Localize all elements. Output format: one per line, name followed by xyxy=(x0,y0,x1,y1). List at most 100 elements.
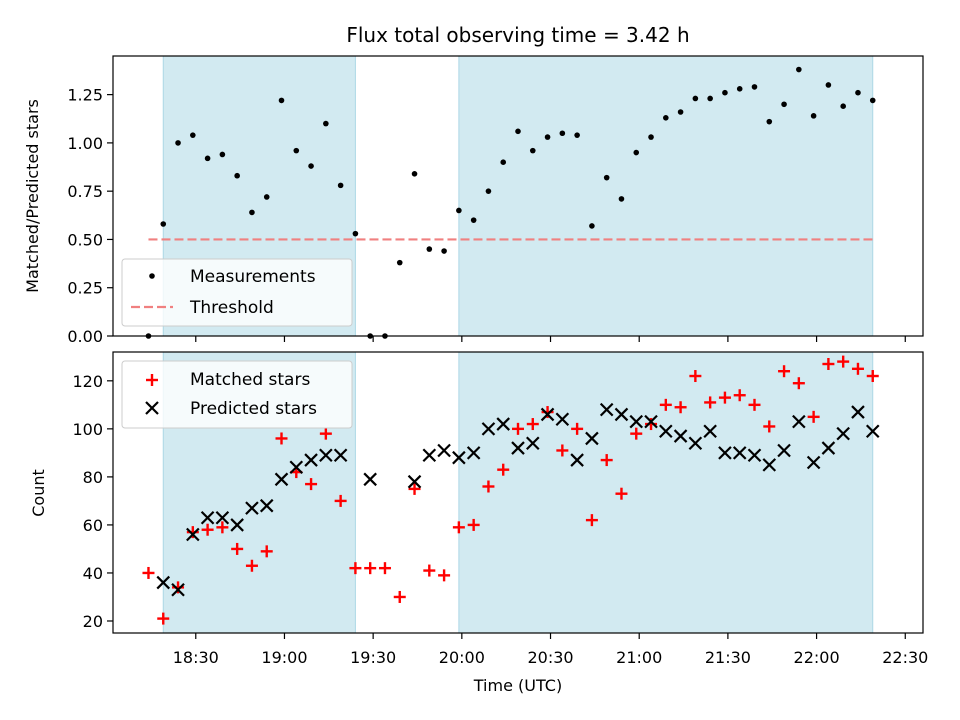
predicted-star-point xyxy=(806,455,821,470)
predicted-star-point xyxy=(245,501,259,515)
matched-star-point xyxy=(689,370,702,383)
predicted-star-point xyxy=(732,446,747,460)
measurement-point xyxy=(219,151,226,158)
legend-measurements-marker xyxy=(149,273,155,279)
matched-star-point xyxy=(408,482,421,495)
predicted-star-point xyxy=(599,402,614,417)
predicted-star-point xyxy=(614,407,629,422)
y-tick-label: 1.00 xyxy=(67,134,103,153)
measurement-point xyxy=(263,194,270,200)
measurement-point xyxy=(411,170,418,177)
matched-star-point xyxy=(275,432,288,445)
measurement-point xyxy=(278,97,285,104)
predicted-star-point xyxy=(851,405,865,419)
predicted-star-point xyxy=(673,429,688,443)
matched-star-point xyxy=(334,494,347,507)
measurement-point xyxy=(574,132,580,138)
matched-star-point xyxy=(792,377,805,390)
predicted-star-point xyxy=(363,472,377,487)
predicted-star-point xyxy=(540,407,555,422)
measurement-point xyxy=(544,134,551,140)
x-tick-label: 21:00 xyxy=(616,648,662,667)
matched-star-point xyxy=(378,562,391,575)
y-tick-label: 0.75 xyxy=(67,182,103,201)
top-axes-frame xyxy=(112,55,924,337)
measurement-point xyxy=(869,97,876,104)
measurement-point xyxy=(337,182,344,189)
predicted-star-point xyxy=(407,474,422,489)
predicted-star-point xyxy=(171,582,185,597)
matched-star-point xyxy=(556,444,569,457)
measurement-point xyxy=(175,140,181,146)
matched-star-point xyxy=(364,562,377,575)
predicted-star-point xyxy=(289,460,304,475)
matched-star-point xyxy=(157,612,170,625)
measurement-point xyxy=(603,174,610,181)
matched-star-point xyxy=(497,463,510,476)
predicted-star-point xyxy=(718,446,732,460)
matched-star-point xyxy=(512,422,524,435)
measurement-point xyxy=(515,128,521,135)
predicted-star-point xyxy=(644,414,658,429)
matched-star-point xyxy=(630,427,643,440)
measurement-point xyxy=(707,95,713,102)
bottom-axes-frame xyxy=(112,351,924,634)
matched-star-point xyxy=(260,545,273,558)
predicted-star-point xyxy=(821,441,836,455)
predicted-star-point xyxy=(762,458,777,472)
measurement-point xyxy=(441,248,447,254)
predicted-star-point xyxy=(688,436,703,451)
bottom-legend: Matched stars Predicted stars xyxy=(121,360,353,429)
x-tick-label: 20:30 xyxy=(527,648,573,667)
measurement-point xyxy=(249,209,255,216)
matched-star-point xyxy=(866,370,879,383)
measurement-point xyxy=(308,163,314,169)
x-tick-label: 22:00 xyxy=(794,648,840,667)
measurement-point xyxy=(456,207,462,214)
predicted-star-point xyxy=(659,424,673,439)
x-tick-label: 19:00 xyxy=(261,648,307,667)
matched-star-point xyxy=(837,355,850,368)
chart-title: Flux total observing time = 3.42 h xyxy=(346,23,689,47)
measurement-point xyxy=(470,217,477,223)
y-tick-label: 40 xyxy=(83,564,103,583)
y-tick-label: 80 xyxy=(83,468,103,487)
matched-star-point xyxy=(319,427,332,440)
shaded-interval xyxy=(458,351,874,634)
matched-star-point xyxy=(201,523,214,536)
predicted-star-point xyxy=(865,424,880,439)
matched-star-point xyxy=(482,480,495,493)
matched-star-point xyxy=(541,406,554,419)
y-tick-label: 1.25 xyxy=(67,86,103,105)
predicted-star-point xyxy=(496,417,510,431)
predicted-star-point xyxy=(215,510,230,525)
measurement-point xyxy=(751,84,758,90)
predicted-star-point xyxy=(792,414,806,429)
matched-star-point xyxy=(748,398,761,411)
x-tick-label: 22:30 xyxy=(882,648,928,667)
matched-star-point xyxy=(142,566,155,579)
matched-star-point xyxy=(467,518,480,531)
matched-star-point xyxy=(778,365,791,378)
measurement-point xyxy=(677,109,684,115)
y-tick-label: 0.25 xyxy=(67,279,103,298)
measurement-point xyxy=(396,259,403,266)
predicted-star-point xyxy=(555,412,570,427)
measurement-point xyxy=(529,147,536,154)
predicted-star-point xyxy=(230,518,244,532)
predicted-star-point xyxy=(481,422,496,436)
matched-star-point xyxy=(851,362,864,375)
matched-star-point xyxy=(659,398,672,411)
predicted-star-point xyxy=(304,453,318,467)
matched-star-point xyxy=(571,422,584,435)
y-tick-label: 100 xyxy=(72,420,103,439)
matched-star-point xyxy=(822,358,835,371)
matched-star-point xyxy=(615,487,628,500)
measurement-point xyxy=(633,149,640,156)
y-tick-label: 0.00 xyxy=(67,327,103,346)
measurement-point xyxy=(663,114,669,121)
top-legend: Measurements Threshold xyxy=(121,258,353,327)
predicted-star-point xyxy=(452,450,466,465)
measurement-point xyxy=(810,113,817,119)
